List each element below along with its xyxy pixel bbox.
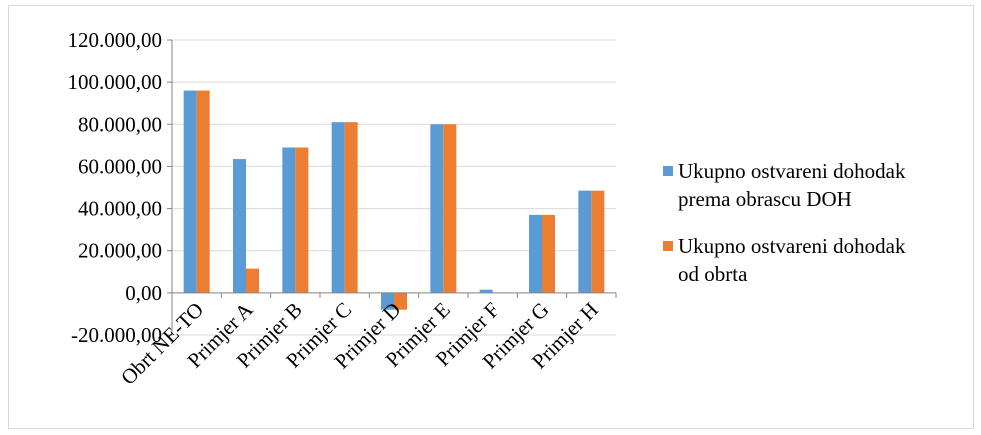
- bar-doh-6: [479, 289, 493, 293]
- y-tick-label: 0,00: [125, 281, 162, 305]
- legend-label: od obrta: [678, 262, 748, 286]
- axes: [167, 39, 617, 336]
- bar-doh-7: [529, 214, 542, 293]
- y-tick-label: 80.000,00: [78, 112, 162, 136]
- y-tick-label: 60.000,00: [78, 154, 162, 178]
- bar-obrt-0: [196, 90, 210, 293]
- bar-obrt-8: [591, 190, 605, 293]
- bar-doh-4: [381, 292, 394, 310]
- y-tick-label: 100.000,00: [68, 70, 163, 94]
- bar-obrt-7: [542, 214, 555, 293]
- legend-swatch: [663, 166, 673, 176]
- bar-doh-5: [430, 124, 444, 293]
- bar-obrt-2: [295, 147, 309, 293]
- y-tick-label: 40.000,00: [78, 197, 162, 221]
- y-tick-labels: 120.000,00 100.000,00 80.000,00 60.000,00 40…: [68, 28, 163, 347]
- bar-obrt-3: [344, 122, 358, 293]
- bar-doh-8: [578, 190, 592, 293]
- bar-obrt-5: [443, 124, 457, 293]
- legend: Ukupno ostvareni dohodak prema obrascu DO…: [663, 159, 906, 286]
- legend-swatch: [663, 241, 673, 251]
- bar-doh-2: [282, 147, 296, 293]
- bar-obrt-1: [246, 268, 259, 293]
- legend-label: Ukupno ostvareni dohodak: [678, 234, 906, 258]
- chart-area: [8, 5, 974, 429]
- bar-doh-3: [331, 122, 345, 293]
- y-tick-label: -20.000,00: [71, 323, 162, 347]
- y-tick-label: 20.000,00: [78, 239, 162, 263]
- legend-label: Ukupno ostvareni dohodak: [678, 159, 906, 183]
- bars: [183, 90, 605, 310]
- bar-doh-1: [233, 159, 246, 293]
- bar-doh-0: [183, 90, 197, 293]
- legend-label: prema obrascu DOH: [678, 187, 852, 211]
- y-tick-label: 120.000,00: [68, 28, 163, 52]
- bar-obrt-4: [394, 292, 407, 310]
